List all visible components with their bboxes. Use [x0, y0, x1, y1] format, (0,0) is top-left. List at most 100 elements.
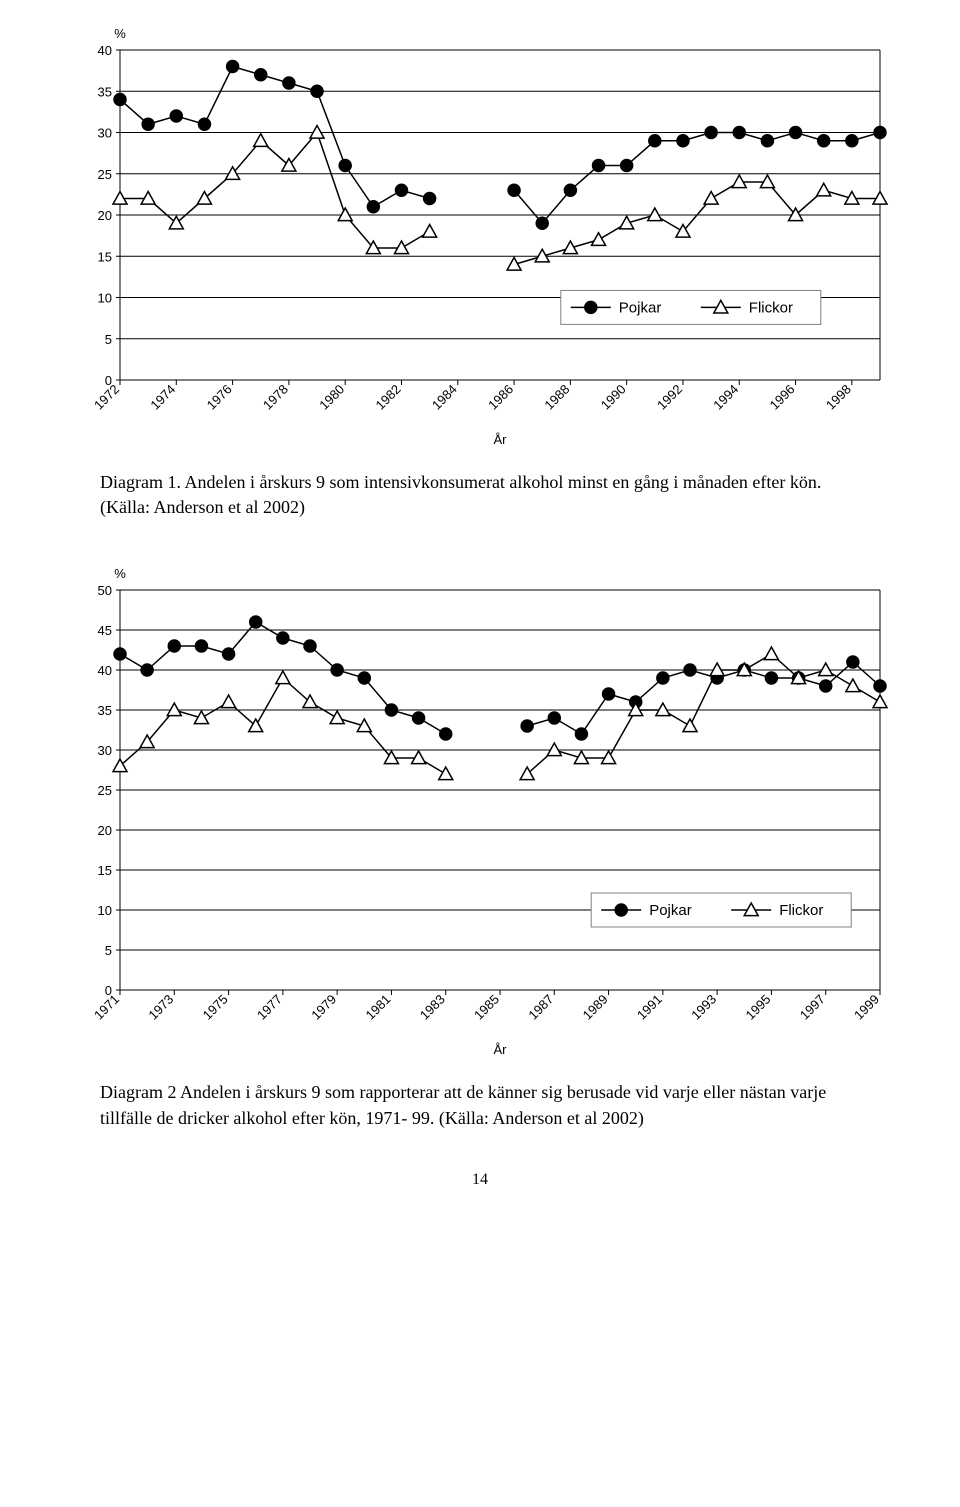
marker-triangle-icon — [338, 208, 352, 221]
marker-triangle-icon — [222, 695, 236, 708]
y-tick-label: 20 — [98, 823, 112, 838]
legend-circle-icon — [615, 904, 627, 916]
series-line-flickor — [120, 133, 430, 249]
marker-triangle-icon — [846, 679, 860, 692]
marker-circle-icon — [304, 640, 316, 652]
marker-circle-icon — [277, 632, 289, 644]
x-tick-label: 1976 — [204, 382, 235, 413]
marker-circle-icon — [603, 688, 615, 700]
chart1-svg: 0510152025303540197219741976197819801982… — [60, 20, 900, 450]
y-tick-label: 5 — [105, 332, 112, 347]
marker-circle-icon — [564, 184, 576, 196]
y-tick-label: 5 — [105, 943, 112, 958]
x-tick-label: 1985 — [471, 992, 502, 1023]
marker-circle-icon — [818, 135, 830, 147]
marker-circle-icon — [283, 77, 295, 89]
marker-circle-icon — [790, 127, 802, 139]
marker-triangle-icon — [817, 183, 831, 196]
y-tick-label: 50 — [98, 583, 112, 598]
x-tick-label: 1994 — [710, 382, 741, 413]
y-tick-label: 30 — [98, 126, 112, 141]
marker-circle-icon — [846, 135, 858, 147]
marker-triangle-icon — [547, 743, 561, 756]
marker-triangle-icon — [254, 134, 268, 147]
marker-triangle-icon — [704, 192, 718, 205]
marker-circle-icon — [657, 672, 669, 684]
x-tick-label: 1995 — [742, 992, 773, 1023]
marker-circle-icon — [761, 135, 773, 147]
y-tick-label: 15 — [98, 863, 112, 878]
marker-circle-icon — [142, 118, 154, 130]
marker-circle-icon — [820, 680, 832, 692]
marker-circle-icon — [684, 664, 696, 676]
y-tick-label: 40 — [98, 43, 112, 58]
x-tick-label: 1972 — [91, 382, 122, 413]
y-axis-label: % — [114, 26, 126, 41]
marker-circle-icon — [331, 664, 343, 676]
x-tick-label: 1974 — [147, 382, 178, 413]
marker-circle-icon — [521, 720, 533, 732]
marker-circle-icon — [367, 201, 379, 213]
x-axis-label: År — [494, 432, 508, 447]
x-tick-label: 1999 — [851, 992, 882, 1023]
chart1-container: 0510152025303540197219741976197819801982… — [60, 20, 900, 450]
marker-triangle-icon — [592, 233, 606, 246]
marker-circle-icon — [847, 656, 859, 668]
marker-triangle-icon — [648, 208, 662, 221]
x-tick-label: 1998 — [823, 382, 854, 413]
y-tick-label: 10 — [98, 291, 112, 306]
y-tick-label: 25 — [98, 167, 112, 182]
legend-circle-icon — [585, 301, 597, 313]
x-tick-label: 1982 — [373, 382, 404, 413]
marker-circle-icon — [874, 680, 886, 692]
x-tick-label: 1988 — [541, 382, 572, 413]
marker-triangle-icon — [276, 671, 290, 684]
x-tick-label: 1971 — [91, 992, 122, 1023]
marker-circle-icon — [227, 61, 239, 73]
series-line-pojkar — [120, 67, 430, 207]
marker-triangle-icon — [683, 719, 697, 732]
marker-circle-icon — [621, 160, 633, 172]
marker-circle-icon — [114, 648, 126, 660]
y-tick-label: 10 — [98, 903, 112, 918]
chart2-caption: Diagram 2 Andelen i årskurs 9 som rappor… — [100, 1080, 860, 1130]
x-tick-label: 1991 — [634, 992, 665, 1023]
marker-circle-icon — [649, 135, 661, 147]
x-tick-label: 1986 — [485, 382, 516, 413]
marker-circle-icon — [385, 704, 397, 716]
marker-circle-icon — [593, 160, 605, 172]
marker-circle-icon — [114, 94, 126, 106]
x-tick-label: 1975 — [200, 992, 231, 1023]
marker-circle-icon — [424, 193, 436, 205]
y-tick-label: 35 — [98, 84, 112, 99]
marker-circle-icon — [413, 712, 425, 724]
x-tick-label: 1984 — [429, 382, 460, 413]
y-tick-label: 20 — [98, 208, 112, 223]
marker-circle-icon — [358, 672, 370, 684]
marker-circle-icon — [223, 648, 235, 660]
y-tick-label: 35 — [98, 703, 112, 718]
marker-circle-icon — [141, 664, 153, 676]
marker-circle-icon — [548, 712, 560, 724]
x-tick-label: 1993 — [688, 992, 719, 1023]
legend-label-flickor: Flickor — [749, 299, 793, 316]
marker-circle-icon — [677, 135, 689, 147]
marker-circle-icon — [705, 127, 717, 139]
legend-label-flickor: Flickor — [779, 902, 823, 919]
page-number: 14 — [60, 1171, 900, 1189]
marker-circle-icon — [168, 640, 180, 652]
marker-circle-icon — [170, 110, 182, 122]
marker-triangle-icon — [167, 703, 181, 716]
marker-triangle-icon — [423, 225, 437, 238]
marker-circle-icon — [575, 728, 587, 740]
marker-triangle-icon — [873, 695, 887, 708]
marker-circle-icon — [395, 184, 407, 196]
marker-triangle-icon — [330, 711, 344, 724]
y-tick-label: 25 — [98, 783, 112, 798]
marker-triangle-icon — [764, 647, 778, 660]
marker-circle-icon — [250, 616, 262, 628]
marker-circle-icon — [195, 640, 207, 652]
x-tick-label: 1990 — [598, 382, 629, 413]
marker-circle-icon — [339, 160, 351, 172]
x-tick-label: 1989 — [580, 992, 611, 1023]
